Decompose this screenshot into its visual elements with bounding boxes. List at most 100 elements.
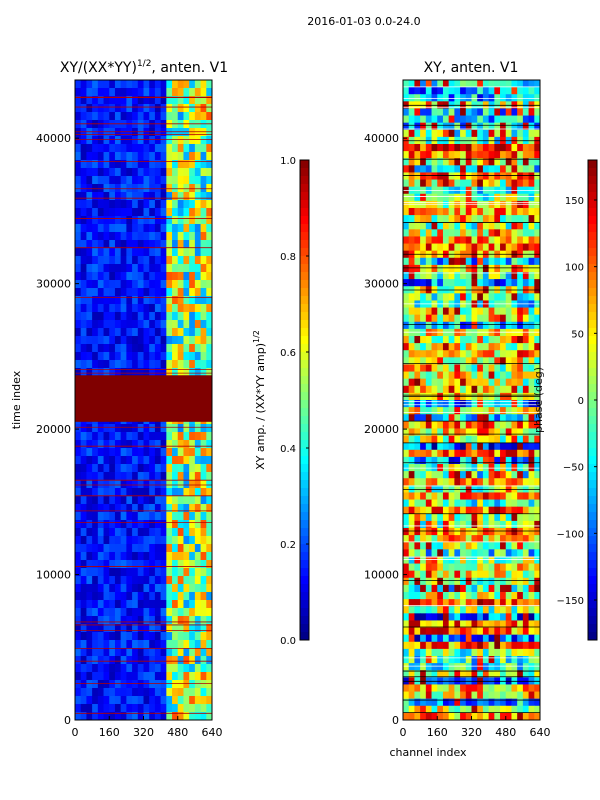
amplitude-heatmap-cell: [132, 440, 139, 449]
amplitude-heatmap-cell: [114, 312, 122, 321]
amplitude-heatmap-cell: [137, 216, 144, 225]
amplitude-heatmap-cell: [75, 688, 82, 697]
phase-heatmap-cell: [517, 158, 524, 166]
phase-heatmap-cell: [408, 321, 415, 330]
amplitude-heatmap-cell: [75, 528, 82, 537]
phase-colorbar-segment: [588, 440, 597, 449]
phase-heatmap-cell: [460, 371, 467, 380]
amplitude-heatmap-cell: [177, 592, 184, 601]
phase-heatmap-cell: [482, 620, 490, 629]
phase-heatmap-cell: [442, 656, 450, 664]
amplitude-heatmap-cell: [154, 680, 162, 689]
phase-heatmap-cell: [511, 307, 518, 316]
phase-heatmap-cell: [500, 343, 507, 351]
phase-colorbar-segment: [588, 536, 597, 545]
phase-heatmap-cell: [414, 371, 421, 380]
amplitude-heatmap-cell: [132, 208, 139, 217]
amplitude-heatmap-cell: [154, 624, 162, 633]
phase-heatmap-cell: [431, 556, 438, 565]
amplitude-heatmap-cell: [177, 656, 184, 665]
phase-heatmap-cell: [528, 222, 535, 230]
amplitude-heatmap-cell: [149, 552, 156, 561]
phase-heatmap-cell: [522, 336, 530, 344]
amplitude-heatmap-cell: [132, 144, 139, 153]
phase-colorbar-segment: [588, 632, 597, 641]
phase-heatmap-cell: [448, 535, 455, 543]
phase-heatmap-cell: [454, 158, 461, 166]
phase-heatmap-cell: [500, 307, 507, 316]
phase-heatmap-cell: [425, 129, 433, 138]
amplitude-heatmap-cell: [200, 712, 207, 721]
phase-heatmap-cell: [528, 663, 535, 671]
phase-heatmap-cell: [442, 122, 450, 131]
amplitude-heatmap-cell: [80, 344, 87, 353]
phase-heatmap-cell: [460, 421, 467, 429]
amplitude-heatmap-cell: [120, 520, 127, 529]
amplitude-heatmap-cell: [177, 432, 184, 441]
phase-heatmap-cell: [522, 122, 530, 131]
phase-heatmap-cell: [482, 478, 490, 486]
phase-heatmap-cell: [522, 264, 530, 273]
phase-x-tick-label: 640: [530, 726, 551, 739]
amplitude-heatmap-cell: [172, 344, 179, 353]
amplitude-heatmap-cell: [109, 704, 116, 713]
amplitude-heatmap-cell: [149, 648, 156, 657]
phase-heatmap-cell: [437, 485, 444, 493]
amplitude-heatmap-cell: [114, 144, 122, 153]
amplitude-heatmap-cell: [97, 456, 105, 465]
amplitude-colorbar-tick-label: 0.8: [280, 252, 296, 263]
phase-heatmap-cell: [403, 272, 410, 280]
amplitude-heatmap-cell: [177, 336, 184, 345]
amplitude-heatmap-cell: [103, 256, 110, 265]
amplitude-heatmap-cell: [154, 616, 162, 625]
amplitude-heatmap-cell: [160, 168, 167, 177]
phase-heatmap-cell: [408, 520, 415, 529]
amplitude-heatmap-cell: [194, 104, 202, 113]
phase-heatmap-cell: [494, 80, 501, 88]
amplitude-heatmap-cell: [206, 464, 213, 473]
amplitude-heatmap-cell: [177, 712, 184, 721]
amplitude-heatmap-cell: [160, 256, 167, 265]
amplitude-heatmap-cell: [75, 536, 82, 545]
amplitude-heatmap-cell: [75, 192, 82, 201]
amplitude-heatmap-cell: [172, 496, 179, 505]
amplitude-heatmap-cell: [126, 360, 133, 369]
phase-heatmap-cell: [431, 449, 438, 458]
phase-heatmap-cell: [460, 613, 467, 621]
phase-heatmap-cell: [471, 471, 478, 479]
amplitude-heatmap-cell: [126, 576, 133, 585]
amplitude-heatmap-cell: [92, 208, 99, 217]
phase-heatmap-cell: [431, 570, 438, 579]
phase-heatmap-cell: [414, 115, 421, 124]
amplitude-heatmap-cell: [103, 80, 110, 89]
phase-heatmap-cell: [425, 179, 433, 188]
amplitude-heatmap-cell: [92, 704, 99, 713]
amplitude-heatmap-cell: [166, 616, 173, 625]
amplitude-heatmap-cell: [120, 80, 127, 89]
amplitude-heatmap-cell: [80, 672, 87, 681]
phase-heatmap-cell: [465, 407, 472, 415]
phase-heatmap-cell: [454, 620, 461, 629]
amplitude-heatmap-cell: [80, 632, 87, 641]
phase-heatmap-cell: [494, 343, 501, 351]
phase-heatmap-cell: [488, 314, 495, 323]
amplitude-colorbar-segment: [300, 552, 309, 561]
phase-heatmap-cell: [420, 542, 427, 550]
amplitude-heatmap-cell: [109, 496, 116, 505]
amplitude-heatmap-cell: [97, 616, 105, 625]
amplitude-heatmap-cell: [80, 592, 87, 601]
phase-heatmap-cell: [414, 599, 421, 607]
amplitude-heatmap-cell: [92, 456, 99, 465]
amplitude-heatmap-cell: [120, 168, 127, 177]
amplitude-heatmap-cell: [75, 624, 82, 633]
phase-heatmap-cell: [420, 321, 427, 330]
amplitude-heatmap-cell: [166, 80, 173, 89]
phase-heatmap-cell: [500, 378, 507, 387]
phase-heatmap-cell: [408, 535, 415, 543]
phase-heatmap-cell: [414, 627, 421, 636]
phase-heatmap-cell: [500, 272, 507, 280]
phase-colorbar-tick-label: −50: [563, 463, 584, 474]
phase-heatmap-cell: [528, 627, 535, 636]
amplitude-heatmap-cell: [75, 352, 82, 361]
phase-heatmap-cell: [442, 179, 450, 188]
